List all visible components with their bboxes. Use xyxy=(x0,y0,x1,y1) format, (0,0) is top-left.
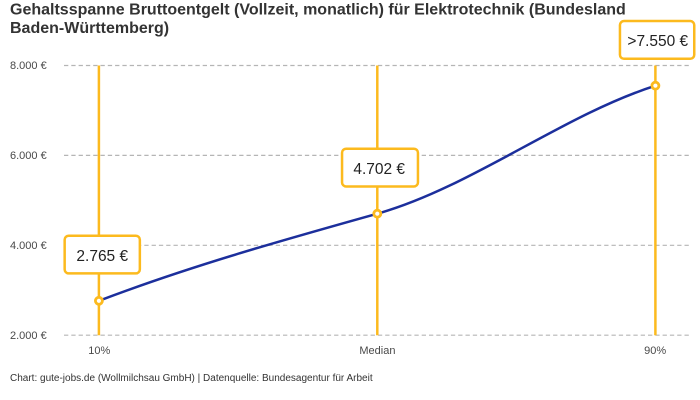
svg-text:6.000 €: 6.000 € xyxy=(10,150,47,162)
svg-text:Baden-Württemberg): Baden-Württemberg) xyxy=(10,20,169,37)
svg-text:Gehaltsspanne Bruttoentgelt (V: Gehaltsspanne Bruttoentgelt (Vollzeit, m… xyxy=(10,2,626,19)
svg-text:Median: Median xyxy=(359,345,395,357)
svg-text:>7.550 €: >7.550 € xyxy=(627,33,688,50)
svg-text:2.765 €: 2.765 € xyxy=(76,248,128,265)
svg-text:4.702 €: 4.702 € xyxy=(353,161,405,178)
svg-text:8.000 €: 8.000 € xyxy=(10,60,47,72)
svg-text:90%: 90% xyxy=(644,345,666,357)
svg-text:4.000 €: 4.000 € xyxy=(10,240,47,252)
svg-text:10%: 10% xyxy=(88,345,110,357)
svg-text:Chart: gute-jobs.de (Wollmilch: Chart: gute-jobs.de (Wollmilchsau GmbH) … xyxy=(10,373,373,384)
svg-text:2.000 €: 2.000 € xyxy=(10,330,47,342)
